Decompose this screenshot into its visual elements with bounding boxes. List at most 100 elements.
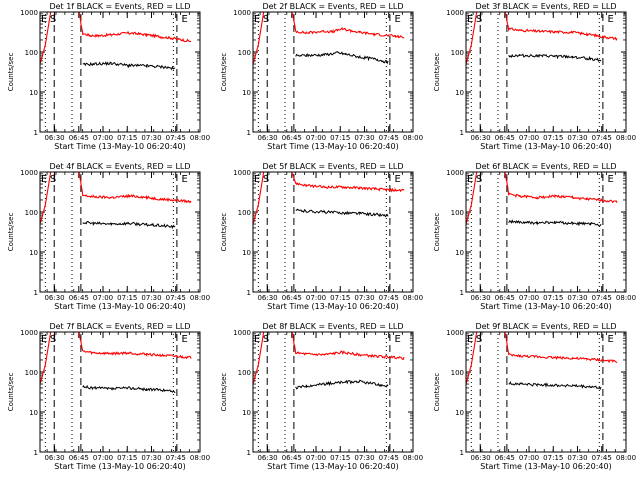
plot-frame: [465, 11, 627, 133]
x-tick-label: 06:45: [69, 134, 89, 142]
interval-marker-e: E: [254, 334, 260, 345]
x-tick-label: 08:00: [403, 294, 423, 302]
interval-marker-e: E: [181, 174, 187, 185]
y-tick-label: 1000: [233, 9, 251, 17]
x-tick-label: 07:15: [117, 294, 137, 302]
panel-title: Det 3f BLACK = Events, RED = LLD: [475, 2, 616, 11]
y-axis-label: Counts/sec: [7, 373, 15, 412]
interval-marker-e: E: [467, 14, 473, 25]
x-tick-label: 06:30: [470, 454, 490, 462]
y-axis-label: Counts/sec: [433, 373, 441, 412]
y-tick-label: 10: [29, 409, 38, 417]
panel-title: Det 6f BLACK = Events, RED = LLD: [475, 162, 616, 171]
x-tick-label: 06:45: [495, 294, 515, 302]
y-axis-label: Counts/sec: [433, 53, 441, 92]
x-tick-label: 07:00: [306, 134, 326, 142]
series-events-line: [508, 380, 602, 391]
y-tick-label: 100: [238, 209, 251, 217]
x-tick-label: 07:30: [354, 134, 374, 142]
x-tick-label: 07:30: [354, 294, 374, 302]
x-tick-label: 07:30: [567, 294, 587, 302]
interval-marker-e: E: [41, 174, 47, 185]
interval-marker-s: S: [263, 14, 269, 25]
series-lld-line: [465, 11, 618, 65]
x-tick-label: 08:00: [616, 134, 636, 142]
interval-marker-e: E: [254, 14, 260, 25]
x-tick-label: 07:00: [519, 134, 539, 142]
x-tick-label: 08:00: [616, 294, 636, 302]
x-axis-label: Start Time (13-May-10 06:20:40): [480, 142, 611, 151]
y-tick-label: 1: [247, 289, 251, 297]
x-tick-label: 07:30: [141, 294, 161, 302]
x-tick-label: 07:15: [543, 134, 563, 142]
panel-det-7: Det 7f BLACK = Events, RED = LLD Counts/s…: [7, 322, 210, 471]
x-tick-label: 08:00: [616, 454, 636, 462]
x-axis-label: Start Time (13-May-10 06:20:40): [267, 462, 398, 471]
x-axis-label: Start Time (13-May-10 06:20:40): [54, 302, 185, 311]
y-tick-label: 10: [455, 89, 464, 97]
x-tick-label: 07:00: [306, 294, 326, 302]
x-axis-label: Start Time (13-May-10 06:20:40): [480, 302, 611, 311]
series-events-line: [82, 220, 176, 230]
x-tick-label: 06:30: [470, 134, 490, 142]
interval-marker-s: S: [476, 174, 482, 185]
y-axis-label: Counts/sec: [433, 213, 441, 252]
interval-marker-e: E: [394, 334, 400, 345]
panel-title: Det 9f BLACK = Events, RED = LLD: [475, 322, 616, 331]
interval-marker-s: S: [476, 14, 482, 25]
x-tick-label: 07:45: [166, 454, 186, 462]
x-tick-label: 07:45: [379, 454, 399, 462]
y-tick-label: 100: [238, 49, 251, 57]
interval-marker-s: S: [50, 14, 56, 25]
series-lld-line: [465, 331, 618, 385]
panel-det-5: Det 5f BLACK = Events, RED = LLD Counts/s…: [220, 162, 423, 311]
interval-marker-e: E: [607, 334, 613, 345]
x-tick-label: 07:45: [166, 134, 186, 142]
x-tick-label: 08:00: [403, 134, 423, 142]
x-tick-label: 07:30: [141, 454, 161, 462]
y-tick-label: 10: [242, 409, 251, 417]
x-tick-label: 06:45: [282, 134, 302, 142]
y-tick-label: 1: [460, 129, 464, 137]
interval-marker-s: S: [476, 334, 482, 345]
panel-title: Det 7f BLACK = Events, RED = LLD: [49, 322, 190, 331]
panel-title: Det 2f BLACK = Events, RED = LLD: [262, 2, 403, 11]
x-tick-label: 07:45: [592, 454, 612, 462]
x-tick-label: 07:45: [379, 294, 399, 302]
x-tick-label: 07:30: [354, 454, 374, 462]
plot-frame: [465, 171, 627, 293]
y-tick-label: 1: [34, 289, 38, 297]
plot-frame: [39, 331, 201, 453]
y-axis-label: Counts/sec: [7, 53, 15, 92]
y-tick-label: 1000: [20, 169, 38, 177]
x-tick-label: 07:00: [519, 294, 539, 302]
x-tick-label: 08:00: [190, 134, 210, 142]
series-lld-line: [252, 11, 405, 65]
x-axis-label: Start Time (13-May-10 06:20:40): [480, 462, 611, 471]
y-axis-label: Counts/sec: [7, 213, 15, 252]
panel-title: Det 4f BLACK = Events, RED = LLD: [49, 162, 190, 171]
series-events-line: [295, 379, 389, 390]
x-axis-label: Start Time (13-May-10 06:20:40): [54, 462, 185, 471]
x-tick-label: 06:30: [44, 294, 64, 302]
panel-title: Det 1f BLACK = Events, RED = LLD: [49, 2, 190, 11]
x-tick-label: 07:15: [330, 294, 350, 302]
panel-det-8: Det 8f BLACK = Events, RED = LLD Counts/s…: [220, 322, 423, 471]
panel-det-3: Det 3f BLACK = Events, RED = LLD Counts/s…: [433, 2, 636, 151]
series-events-line: [82, 384, 176, 394]
series-lld-line: [252, 331, 405, 385]
x-tick-label: 08:00: [190, 294, 210, 302]
y-tick-label: 1: [460, 289, 464, 297]
y-tick-label: 100: [25, 209, 38, 217]
interval-marker-s: S: [263, 174, 269, 185]
y-tick-label: 1000: [446, 329, 464, 337]
series-events-line: [295, 51, 389, 65]
series-events-line: [508, 219, 602, 227]
x-tick-label: 07:15: [543, 294, 563, 302]
interval-marker-e: E: [467, 174, 473, 185]
x-tick-label: 06:45: [282, 294, 302, 302]
panel-det-9: Det 9f BLACK = Events, RED = LLD Counts/s…: [433, 322, 636, 471]
plot-frame: [465, 331, 627, 453]
panel-title: Det 8f BLACK = Events, RED = LLD: [262, 322, 403, 331]
x-tick-label: 08:00: [190, 454, 210, 462]
